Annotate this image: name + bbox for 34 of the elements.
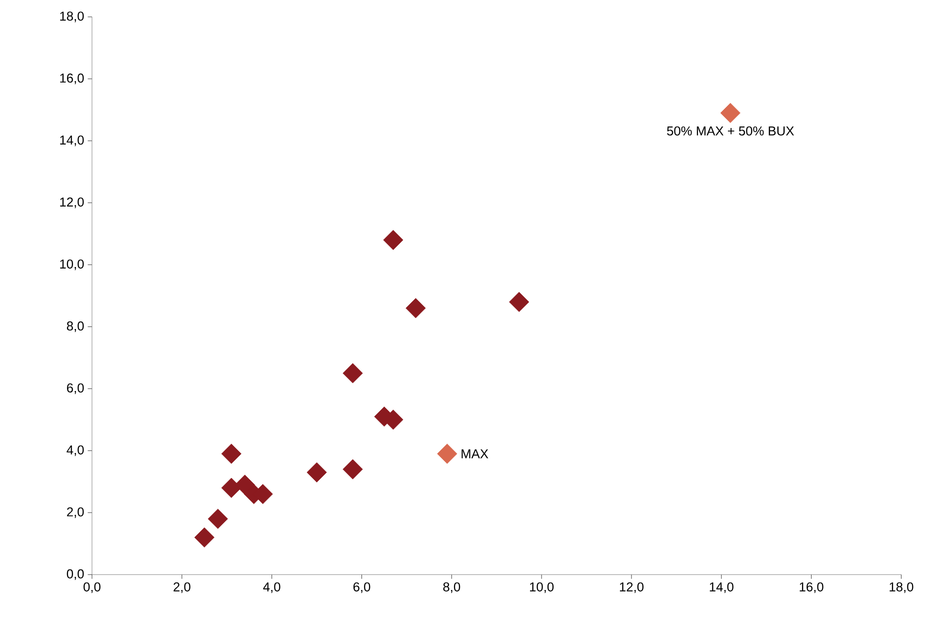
y-tick-label: 8,0 bbox=[66, 321, 84, 332]
point bbox=[406, 298, 426, 318]
x-tick-label: 2,0 bbox=[174, 582, 190, 593]
x-tick-label: 6,0 bbox=[353, 582, 370, 593]
point bbox=[720, 102, 740, 123]
x-tick-label: 0,0 bbox=[84, 582, 100, 593]
x-tick-label: 18,0 bbox=[890, 582, 914, 593]
point bbox=[208, 508, 228, 529]
y-tick-label: 10,0 bbox=[60, 259, 84, 270]
point bbox=[437, 444, 458, 464]
x-tick-label: 12,0 bbox=[620, 582, 644, 593]
y-tick-label: 14,0 bbox=[60, 135, 84, 146]
point bbox=[194, 527, 214, 548]
x-tick-label: 10,0 bbox=[530, 582, 554, 593]
x-tick-label: 16,0 bbox=[800, 582, 824, 593]
point bbox=[342, 459, 363, 480]
x-tick-label: 8,0 bbox=[443, 582, 460, 593]
annotation: MAX bbox=[462, 449, 488, 458]
point bbox=[509, 292, 530, 312]
x-tick-label: 4,0 bbox=[263, 582, 280, 593]
y-tick-label: 4,0 bbox=[66, 445, 84, 456]
y-tick-label: 6,0 bbox=[67, 383, 84, 394]
point bbox=[221, 444, 242, 464]
x-tick-label: 14,0 bbox=[710, 582, 734, 593]
y-tick-label: 2,0 bbox=[67, 507, 84, 518]
point bbox=[383, 230, 404, 250]
point bbox=[234, 474, 255, 495]
point bbox=[306, 462, 327, 482]
y-tick-label: 16,0 bbox=[60, 73, 84, 84]
annotation: 50% MAX + 50% BUX bbox=[667, 126, 794, 136]
y-tick-label: 12,0 bbox=[60, 197, 84, 208]
y-tick-label: 0,0 bbox=[66, 569, 84, 580]
point bbox=[342, 363, 363, 384]
y-tick-label: 18,0 bbox=[60, 11, 84, 22]
